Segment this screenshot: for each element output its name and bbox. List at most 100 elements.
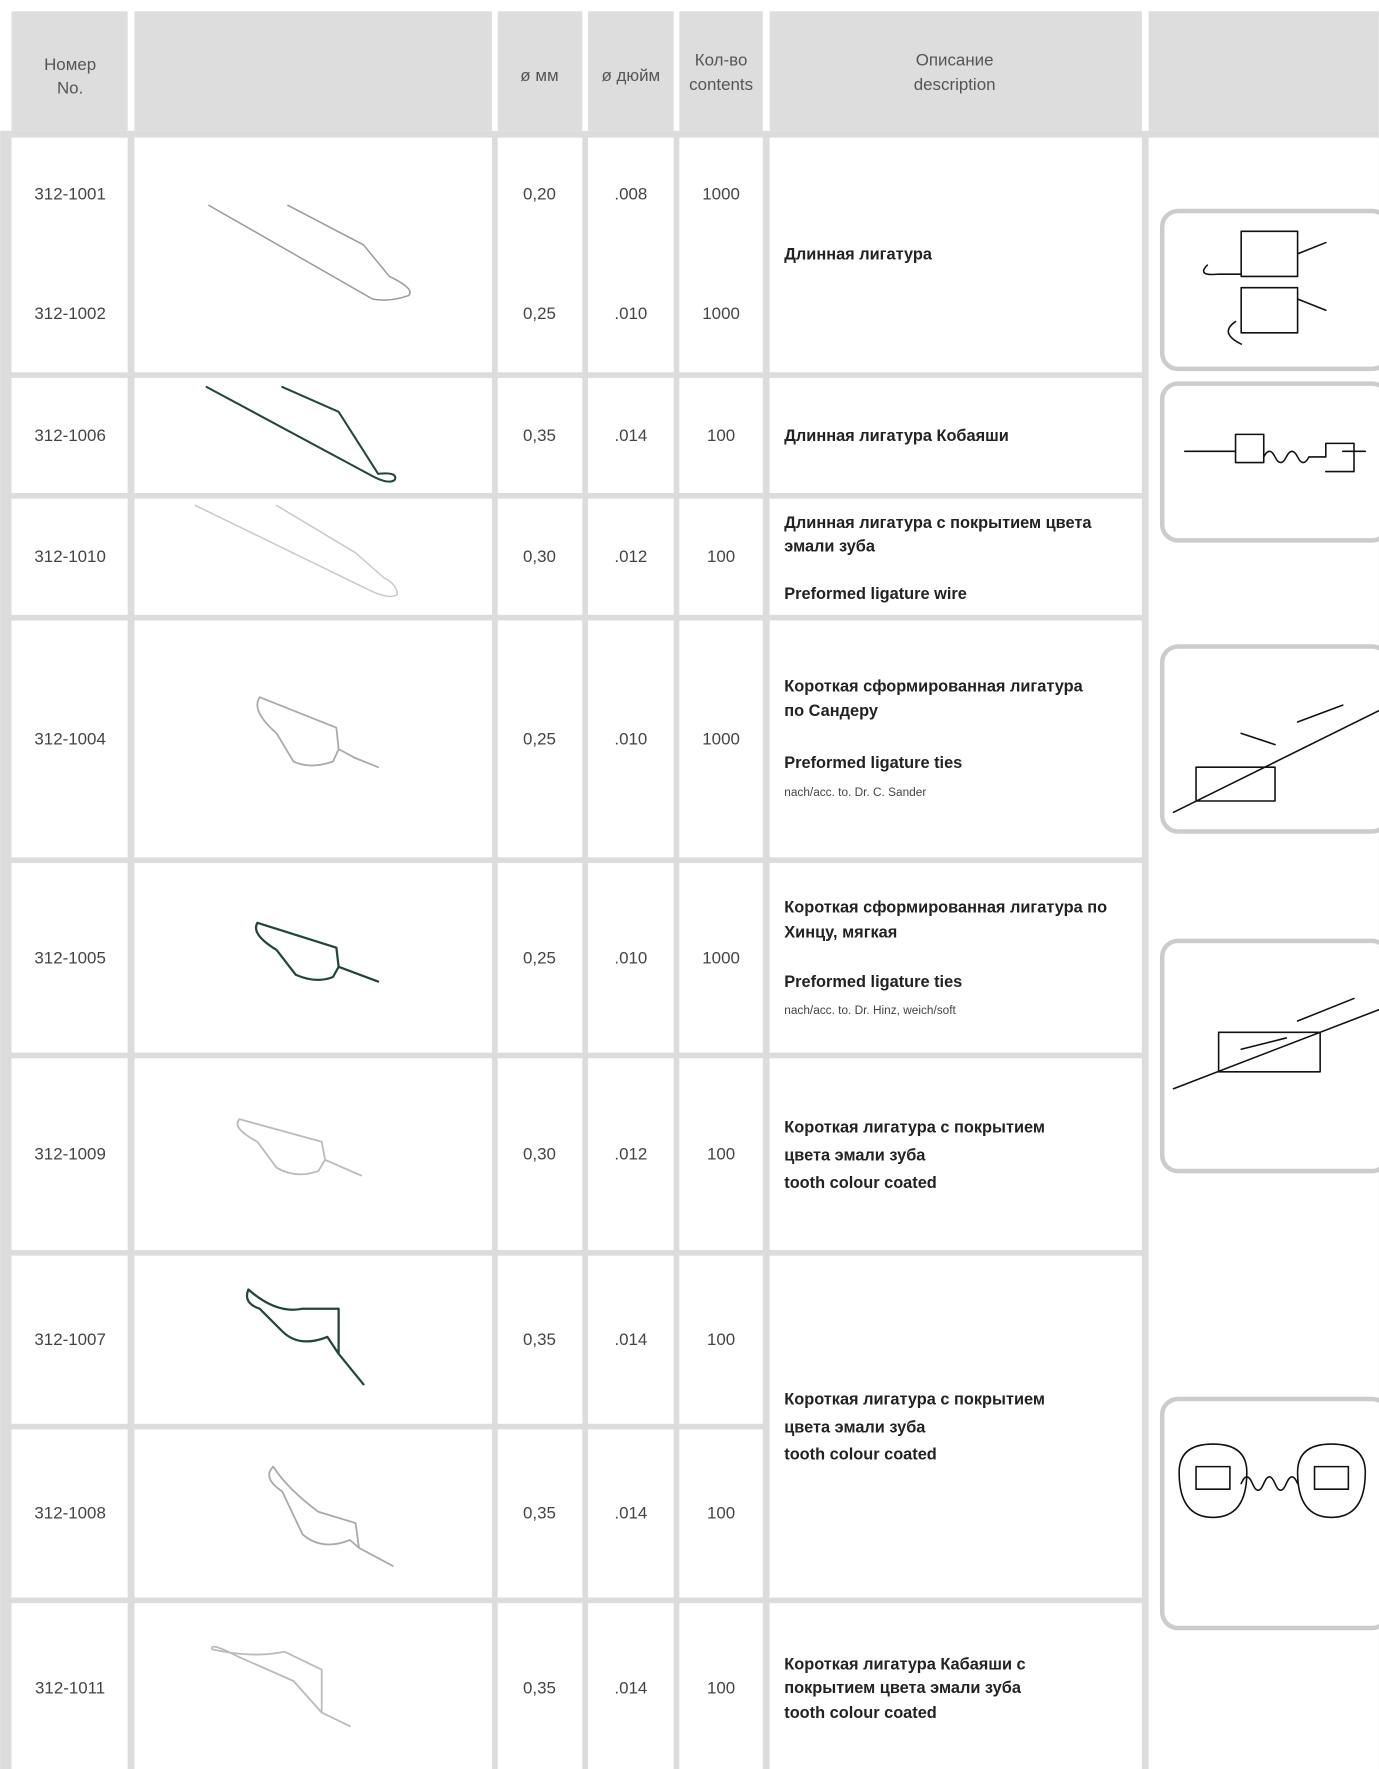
description-en: tooth colour coated xyxy=(784,1174,937,1192)
body-cell xyxy=(679,863,763,1053)
bracket-sketch xyxy=(1172,997,1379,1090)
body-cell xyxy=(587,137,674,373)
body-cell xyxy=(679,1603,763,1769)
quantity: 100 xyxy=(707,1145,735,1164)
quantity: 100 xyxy=(707,426,735,445)
wire-image xyxy=(194,504,399,598)
description-en: tooth colour coated xyxy=(784,1446,937,1464)
body-cell xyxy=(11,377,128,494)
quantity: 1000 xyxy=(702,304,740,323)
item-number: 312-1010 xyxy=(34,547,105,566)
wire-image xyxy=(254,921,380,983)
body-cell xyxy=(497,137,583,373)
body-cell xyxy=(587,1058,674,1251)
body-cell xyxy=(134,137,493,373)
bracket-sketch xyxy=(1183,433,1367,473)
diameter-mm: 0,35 xyxy=(523,426,556,445)
body-cell xyxy=(134,620,493,858)
description-en: Preformed ligature ties xyxy=(784,754,962,772)
description-ru: Короткая сформированная лигатура xyxy=(784,677,1083,695)
header-cell xyxy=(11,11,128,131)
description-ru: Длинная лигатура Кобаяши xyxy=(784,427,1009,445)
diameter-inch: .012 xyxy=(614,1145,647,1164)
body-cell xyxy=(497,1603,583,1769)
description-ru: Короткая лигатура с покрытием xyxy=(784,1119,1045,1137)
quantity: 100 xyxy=(707,1330,735,1349)
body-cell xyxy=(769,498,1142,615)
body-cell xyxy=(769,1603,1142,1769)
illustration-frame xyxy=(1159,938,1379,1174)
quantity: 1000 xyxy=(702,185,740,204)
header-label: Кол-во xyxy=(695,50,748,69)
diameter-mm: 0,20 xyxy=(523,185,556,204)
item-number: 312-1007 xyxy=(34,1330,105,1349)
illustration-frame xyxy=(1159,381,1379,543)
wire-image xyxy=(268,1465,394,1567)
body-cell xyxy=(587,620,674,858)
diameter-inch: .014 xyxy=(614,1678,647,1697)
body-cell xyxy=(679,377,763,494)
wire-image xyxy=(205,385,397,483)
body-cell xyxy=(679,1058,763,1251)
description-ru: Короткая лигатура с покрытием xyxy=(784,1390,1045,1408)
body-cell xyxy=(11,498,128,615)
description-note: nach/acc. to. Dr. C. Sander xyxy=(784,785,926,799)
body-cell xyxy=(587,863,674,1053)
description-ru: Длинная лигатура с покрытием цвета xyxy=(784,514,1092,532)
wire-image xyxy=(211,1645,351,1728)
wire-image xyxy=(256,696,380,769)
body-cell xyxy=(587,1603,674,1769)
body-cell xyxy=(11,1603,128,1769)
body-cell xyxy=(679,1429,763,1598)
header-cell xyxy=(134,11,493,131)
bracket-sketch xyxy=(1172,704,1379,814)
description-ru: Короткая лигатура Кабаяши с xyxy=(784,1656,1025,1674)
body-cell xyxy=(11,863,128,1053)
body-cell xyxy=(769,620,1142,858)
header-label: Описание xyxy=(916,50,994,69)
diameter-mm: 0,25 xyxy=(523,304,556,323)
description-en: Preformed ligature wire xyxy=(784,585,967,603)
diameter-mm: 0,35 xyxy=(523,1503,556,1522)
description-en: Preformed ligature ties xyxy=(784,973,962,991)
header-label: description xyxy=(914,75,996,94)
body-cell xyxy=(587,377,674,494)
description-ru: цвета эмали зуба xyxy=(784,1419,926,1437)
diameter-inch: .010 xyxy=(614,948,647,967)
description-note: nach/acc. to. Dr. Hinz, weich/soft xyxy=(784,1003,956,1017)
bracket-sketch xyxy=(1178,1443,1367,1519)
diameter-inch: .010 xyxy=(614,304,647,323)
diameter-mm: 0,25 xyxy=(523,730,556,749)
body-cell xyxy=(134,1255,493,1424)
description-ru: эмали зуба xyxy=(784,537,876,555)
body-cell xyxy=(679,498,763,615)
diameter-inch: .010 xyxy=(614,730,647,749)
description-ru: цвета эмали зуба xyxy=(784,1147,926,1165)
diameter-mm: 0,30 xyxy=(523,547,556,566)
body-cell xyxy=(134,498,493,615)
body-cell xyxy=(679,137,763,373)
body-cell xyxy=(134,1058,493,1251)
header-label: ø дюйм xyxy=(602,66,661,85)
body-cell xyxy=(769,863,1142,1053)
header-label: contents xyxy=(689,75,753,94)
diameter-mm: 0,35 xyxy=(523,1678,556,1697)
body-cell xyxy=(134,1429,493,1598)
description-ru: по Сандеру xyxy=(784,702,878,720)
body-cell xyxy=(769,137,1142,373)
header-label: Номер xyxy=(44,55,96,74)
item-number: 312-1008 xyxy=(34,1503,105,1522)
item-number: 312-1009 xyxy=(34,1145,105,1164)
body-cell xyxy=(497,377,583,494)
quantity: 100 xyxy=(707,1503,735,1522)
item-number: 312-1011 xyxy=(35,1678,105,1697)
illustration-frame xyxy=(1159,644,1379,834)
wire-image xyxy=(236,1118,363,1177)
quantity: 1000 xyxy=(702,948,740,967)
header-cell xyxy=(679,11,763,131)
body-cell xyxy=(497,498,583,615)
body-cell xyxy=(587,498,674,615)
diameter-mm: 0,25 xyxy=(523,948,556,967)
